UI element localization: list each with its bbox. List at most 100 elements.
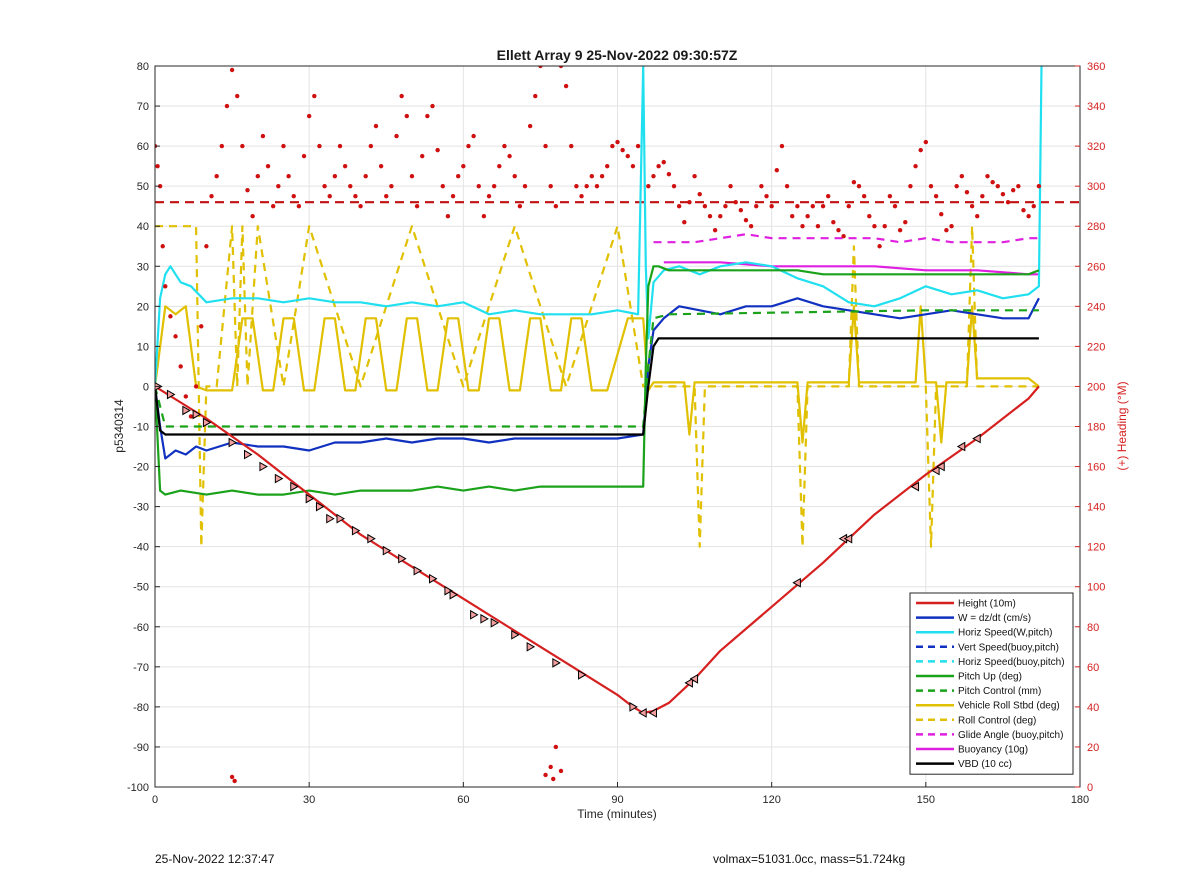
- heading-point: [718, 214, 723, 219]
- y-tick-label: 80: [137, 61, 149, 73]
- track-marker: [367, 533, 376, 544]
- heading-point: [908, 183, 913, 189]
- y-tick-label: -80: [133, 702, 149, 714]
- heading-point: [337, 143, 343, 149]
- track-marker: [552, 657, 561, 668]
- heading-point: [939, 212, 944, 217]
- heading-point: [260, 133, 266, 139]
- heading-point: [918, 147, 923, 153]
- y-tick-label: -30: [133, 502, 149, 514]
- x-tick-label: 60: [457, 794, 469, 806]
- track-marker: [166, 389, 176, 400]
- heading-point: [476, 183, 481, 189]
- heading-point: [409, 173, 415, 179]
- heading-point: [841, 234, 846, 239]
- heading-point: [204, 244, 209, 249]
- heading-point: [759, 183, 764, 189]
- heading-point: [836, 228, 841, 233]
- heading-point: [897, 228, 903, 233]
- heading-point: [265, 163, 271, 169]
- heading-point: [723, 203, 728, 209]
- y-axis-right-label: (+) Heading (°M): [1115, 381, 1129, 470]
- track-marker: [382, 545, 392, 556]
- y-right-tick-label: 160: [1087, 462, 1105, 474]
- heading-point: [173, 334, 178, 339]
- heading-point: [414, 203, 420, 209]
- heading-point: [291, 193, 296, 199]
- track-marker: [578, 669, 587, 680]
- heading-point: [420, 153, 425, 159]
- y-right-tick-label: 260: [1087, 261, 1105, 273]
- track-marker: [305, 493, 315, 504]
- legend-label: Pitch Control (mm): [958, 686, 1041, 697]
- legend: Height (10m) W = dz/dt (cm/s) Horiz Speed(…: [909, 592, 1074, 775]
- heading-point: [250, 214, 255, 219]
- track-marker: [936, 461, 945, 472]
- heading-point: [502, 143, 507, 149]
- heading-point: [245, 187, 250, 193]
- heading-point: [620, 147, 625, 153]
- track-marker: [192, 409, 202, 420]
- track-marker: [244, 449, 253, 460]
- heading-point: [779, 143, 785, 149]
- heading-point: [522, 183, 528, 189]
- heading-point: [1016, 183, 1021, 189]
- track-marker: [315, 501, 325, 512]
- y-right-tick-label: 360: [1087, 61, 1105, 73]
- y-right-tick-label: 40: [1087, 702, 1099, 714]
- x-axis-label: Time (minutes): [577, 807, 657, 821]
- heading-point: [661, 159, 666, 165]
- heading-point: [795, 203, 800, 209]
- x-tick-label: 120: [762, 794, 780, 806]
- heading-point: [995, 183, 1000, 189]
- heading-point: [1036, 183, 1042, 189]
- heading-point: [702, 203, 708, 209]
- heading-point: [155, 163, 160, 169]
- y-tick-label: 30: [137, 261, 149, 273]
- heading-point: [281, 143, 286, 149]
- track-marker: [326, 513, 335, 524]
- heading-point: [692, 173, 697, 179]
- x-tick-label: 0: [152, 794, 158, 806]
- heading-point: [255, 173, 260, 179]
- heading-point: [558, 768, 564, 774]
- heading-point: [188, 414, 194, 419]
- heading-point: [944, 228, 949, 233]
- y-tick-label: -60: [133, 622, 149, 634]
- track-marker: [931, 465, 940, 476]
- y-tick-label: 60: [137, 141, 149, 153]
- heading-point: [551, 776, 556, 782]
- y-tick-label: 10: [137, 341, 149, 353]
- heading-point: [461, 163, 466, 169]
- x-tick-label: 90: [611, 794, 623, 806]
- heading-point: [656, 163, 661, 169]
- plot-content: [155, 66, 1080, 784]
- track-marker: [684, 677, 693, 688]
- y-tick-label: 40: [137, 221, 149, 233]
- heading-point: [378, 163, 384, 169]
- heading-point: [435, 147, 440, 153]
- heading-point: [450, 193, 456, 199]
- heading-point: [707, 214, 713, 219]
- heading-point: [810, 203, 815, 209]
- heading-point: [712, 228, 718, 233]
- heading-point: [517, 203, 523, 209]
- y-right-tick-label: 220: [1087, 341, 1105, 353]
- heading-point: [240, 143, 245, 149]
- track-marker: [910, 481, 920, 492]
- heading-point: [445, 214, 451, 219]
- heading-point: [615, 139, 620, 145]
- heading-point: [527, 123, 533, 129]
- track-marker: [274, 473, 284, 484]
- y-tick-label: 20: [137, 301, 149, 313]
- y-right-tick-label: 320: [1087, 141, 1105, 153]
- y-right-tick-label: 200: [1087, 381, 1105, 393]
- heading-point: [887, 193, 893, 199]
- footer-timestamp: 25-Nov-2022 12:37:47: [155, 852, 275, 866]
- y-tick-label: -50: [133, 582, 149, 594]
- heading-point: [199, 324, 204, 329]
- track-marker: [290, 481, 299, 492]
- track-marker: [470, 609, 479, 620]
- heading-point: [754, 203, 759, 209]
